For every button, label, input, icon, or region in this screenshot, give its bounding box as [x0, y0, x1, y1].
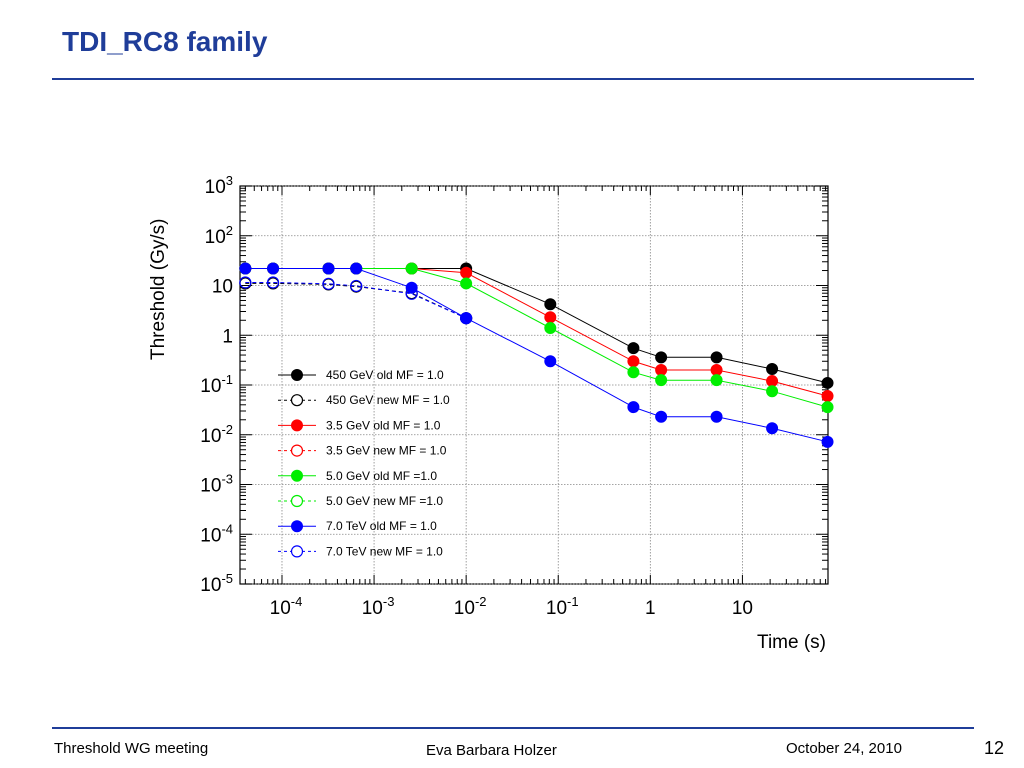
data-point	[821, 376, 834, 389]
x-tick-label: 10-3	[362, 594, 395, 619]
data-point	[766, 362, 779, 375]
legend-marker	[290, 545, 304, 558]
data-point	[710, 351, 723, 364]
y-tick-label: 10-5	[200, 571, 233, 596]
legend-marker	[291, 520, 303, 533]
data-point	[322, 277, 335, 290]
x-tick-label: 10-4	[270, 594, 303, 619]
data-point	[821, 390, 834, 403]
data-point	[544, 355, 557, 368]
data-point	[655, 364, 668, 377]
data-point	[627, 342, 640, 355]
footer-rule	[52, 727, 974, 729]
data-point	[239, 276, 252, 289]
x-tick-label: 10-2	[454, 594, 487, 619]
y-tick-label: 103	[205, 173, 233, 198]
data-point	[766, 375, 779, 388]
legend-marker	[291, 369, 303, 381]
data-point	[266, 276, 280, 289]
legend-marker	[290, 494, 304, 508]
x-tick-label: 10-1	[546, 594, 579, 619]
y-tick-label: 10-4	[200, 521, 233, 546]
y-tick-label: 10-3	[200, 472, 233, 497]
data-point	[655, 351, 668, 364]
data-point	[460, 277, 473, 290]
legend-marker	[291, 469, 303, 482]
legend-label: 7.0 TeV new MF = 1.0	[326, 544, 443, 558]
x-tick-labels: 10-4 10-3 10-2 10-1 1 10	[270, 594, 753, 619]
y-tick-label: 1	[222, 326, 233, 347]
x-tick-label: 1	[645, 598, 656, 619]
y-tick-label: 102	[205, 223, 233, 248]
footer-meeting: Threshold WG meeting	[54, 740, 209, 757]
footer-author: Eva Barbara Holzer	[426, 742, 557, 759]
slide-title: TDI_RC8 family	[62, 26, 268, 57]
legend-marker	[291, 419, 303, 432]
grid-lines	[240, 185, 828, 585]
series-line	[245, 268, 828, 443]
legend-marker	[290, 394, 304, 407]
legend-label: 7.0 TeV old MF = 1.0	[326, 519, 437, 533]
data-point	[766, 422, 779, 435]
data-point	[267, 262, 280, 275]
data-point	[460, 266, 473, 279]
series-lines	[239, 262, 834, 448]
title-rule	[52, 78, 974, 80]
data-point	[710, 364, 723, 377]
y-tick-label: 10	[212, 277, 233, 298]
data-point	[544, 321, 557, 334]
data-point	[627, 366, 640, 379]
data-point	[655, 410, 668, 423]
y-tick-label: 10-2	[200, 422, 233, 447]
data-point	[821, 435, 834, 448]
y-tick-label: 10-1	[200, 372, 233, 397]
y-axis-label: Threshold (Gy/s)	[148, 219, 169, 360]
data-point	[544, 311, 557, 324]
data-point	[322, 262, 335, 275]
data-point	[350, 262, 363, 275]
legend: 450 GeV old MF = 1.0 450 GeV new MF = 1.0…	[278, 368, 450, 558]
data-point	[710, 410, 723, 423]
legend-label: 3.5 GeV new MF = 1.0	[326, 444, 447, 458]
legend-label: 5.0 GeV old MF =1.0	[326, 469, 437, 483]
legend-label: 3.5 GeV old MF = 1.0	[326, 418, 441, 432]
legend-label: 5.0 GeV new MF =1.0	[326, 494, 443, 508]
data-point	[627, 401, 640, 414]
data-point	[710, 374, 723, 387]
data-point	[655, 374, 668, 387]
footer-date: October 24, 2010	[786, 740, 902, 757]
data-point	[544, 298, 557, 311]
data-point	[627, 355, 640, 368]
page-number: 12	[984, 738, 1005, 758]
axis-ticks	[240, 185, 828, 585]
data-point	[766, 385, 779, 398]
data-point	[405, 287, 418, 300]
legend-label: 450 GeV old MF = 1.0	[326, 368, 444, 382]
legend-marker	[290, 444, 304, 457]
x-tick-label: 10	[732, 598, 753, 619]
legend-label: 450 GeV new MF = 1.0	[326, 393, 450, 407]
data-point	[350, 279, 363, 293]
data-point	[239, 262, 252, 275]
data-point	[821, 401, 834, 414]
series-line	[245, 282, 467, 319]
x-axis-label: Time (s)	[757, 632, 826, 653]
data-point	[460, 312, 473, 325]
data-point	[405, 262, 418, 275]
